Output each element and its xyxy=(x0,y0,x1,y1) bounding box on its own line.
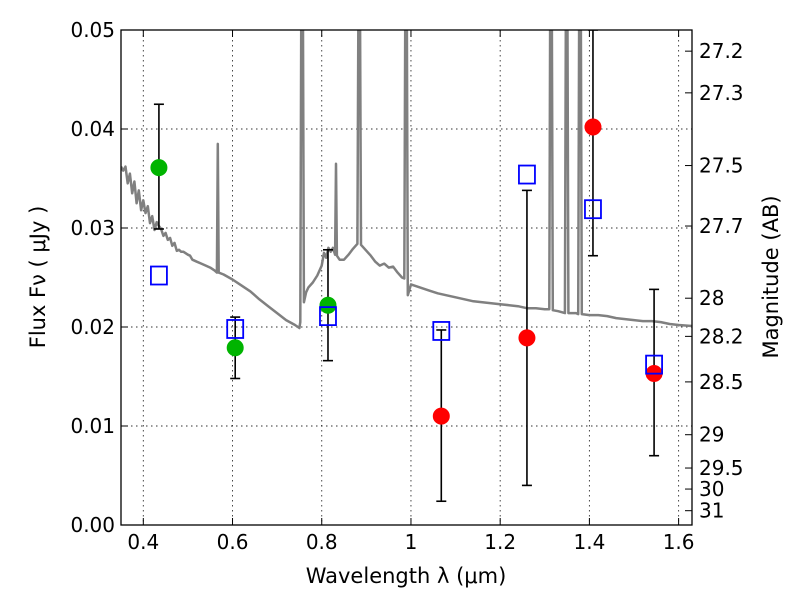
y-right-axis-label: Magnitude (AB) xyxy=(759,195,783,358)
y-right-tick-label: 28 xyxy=(699,286,724,310)
data-point xyxy=(150,159,168,177)
x-tick-label: 1.4 xyxy=(573,530,605,554)
spectrum-line xyxy=(121,30,692,330)
data-point xyxy=(150,265,168,286)
y-tick-label: 0.01 xyxy=(70,414,115,438)
x-tick-label: 1 xyxy=(405,530,418,554)
plot-frame xyxy=(120,29,693,526)
data-point xyxy=(584,118,602,136)
x-tick-label: 0.6 xyxy=(217,530,249,554)
data-point xyxy=(518,329,536,347)
x-axis-label: Wavelength λ (μm) xyxy=(306,564,507,588)
data-point xyxy=(645,354,663,375)
y-right-tick-label: 27.5 xyxy=(699,154,744,178)
data-markers xyxy=(150,118,663,425)
x-tick-label: 0.8 xyxy=(306,530,338,554)
y-right-tick-label: 31 xyxy=(699,499,724,523)
data-point xyxy=(432,407,450,425)
x-tick-label: 0.4 xyxy=(127,530,159,554)
y-tick-label: 0.03 xyxy=(70,216,115,240)
data-point xyxy=(226,339,244,357)
y-right-tick-label: 29.5 xyxy=(699,456,744,480)
data-point xyxy=(518,164,536,185)
axis-ticks: 0.4 0.6 0.8 1 1.2 1.4 1.6 0.00 0.01 0.02 0.03 0.04 0… xyxy=(70,18,743,554)
y-axis-label: Flux Fν ( μJy ) xyxy=(26,206,50,349)
data-point xyxy=(432,321,451,341)
data-point xyxy=(584,199,602,220)
template-spectrum xyxy=(121,30,692,330)
y-right-tick-label: 28.2 xyxy=(699,324,744,348)
y-tick-label: 0.00 xyxy=(70,513,115,537)
y-right-tick-label: 27.2 xyxy=(699,39,744,63)
y-right-tick-label: 27.3 xyxy=(699,81,744,105)
y-right-tick-label: 29 xyxy=(699,423,724,447)
x-tick-label: 1.2 xyxy=(484,530,516,554)
y-right-tick-label: 27.7 xyxy=(699,214,744,238)
y-tick-label: 0.05 xyxy=(70,18,115,42)
data-point xyxy=(226,319,245,339)
y-right-tick-label: 28.5 xyxy=(699,370,744,394)
data-point xyxy=(319,296,337,314)
x-tick-label: 1.6 xyxy=(663,530,695,554)
y-tick-label: 0.02 xyxy=(70,315,115,339)
y-right-tick-label: 30 xyxy=(699,477,724,501)
y-tick-label: 0.04 xyxy=(70,117,115,141)
data-point xyxy=(319,306,337,327)
